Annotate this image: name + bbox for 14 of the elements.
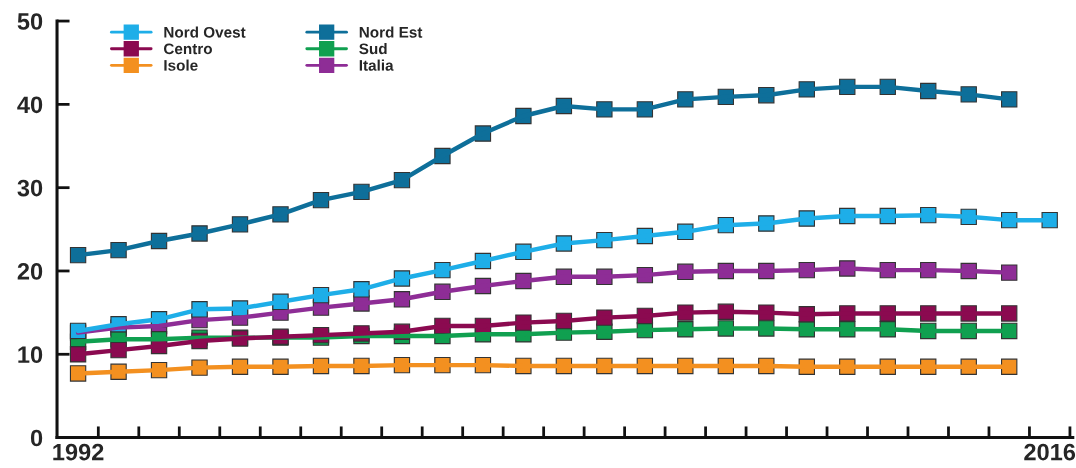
x-tick-label: 2016 (1024, 443, 1076, 461)
legend-label: Nord Ovest (164, 26, 246, 38)
x-tick-label: 1992 (53, 443, 104, 461)
legend-label: Sud (359, 43, 387, 55)
legend-label: Italia (359, 59, 394, 71)
legend-label: Isole (164, 59, 198, 71)
legend-label: Centro (163, 43, 212, 55)
y-tick-label: 50 (17, 13, 43, 30)
y-tick-label: 30 (17, 179, 43, 197)
y-tick-label: 40 (17, 96, 43, 114)
y-tick-label: 20 (17, 263, 43, 280)
legend-label: Nord Est (359, 26, 423, 38)
y-tick-label: 10 (18, 346, 43, 364)
y-tick-label: 0 (30, 429, 43, 447)
